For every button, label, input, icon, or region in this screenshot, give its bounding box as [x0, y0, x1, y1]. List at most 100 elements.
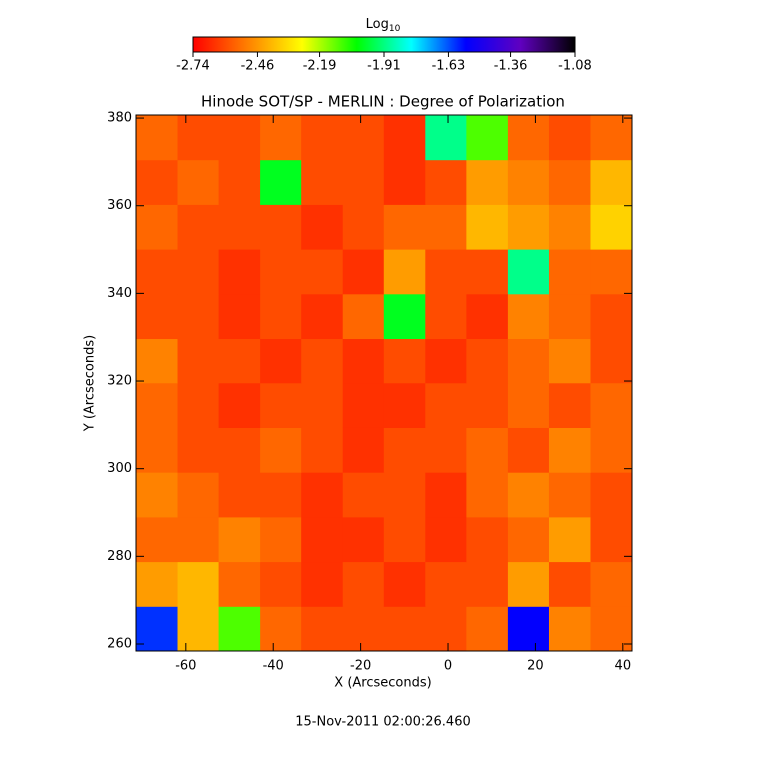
heatmap-cell: [260, 606, 302, 652]
heatmap-cell: [136, 382, 179, 428]
x-tick-label: -20: [350, 659, 371, 674]
heatmap-cell: [507, 293, 550, 340]
y-axis-label: Y (Arcseconds): [83, 335, 98, 432]
heatmap-cell: [177, 606, 220, 652]
colorbar: [193, 37, 575, 52]
heatmap-cell: [260, 472, 302, 518]
heatmap-cell: [342, 382, 385, 428]
colorbar-tick-label: -1.91: [367, 59, 401, 74]
heatmap-cell: [425, 159, 467, 205]
heatmap-cell: [425, 204, 467, 250]
heatmap-cell: [301, 159, 344, 205]
heatmap-cell: [425, 606, 467, 652]
heatmap-cell: [301, 338, 344, 384]
heatmap-cell: [466, 115, 509, 161]
heatmap-cell: [548, 472, 591, 518]
heatmap-cell: [548, 382, 591, 428]
heatmap-cell: [301, 249, 344, 295]
heatmap-cell: [218, 472, 261, 518]
y-tick-label: 300: [107, 461, 132, 476]
heatmap-cell: [260, 561, 302, 607]
heatmap-cell: [260, 204, 302, 250]
heatmap-cell: [507, 561, 550, 607]
heatmap-cell: [177, 561, 220, 607]
heatmap-cell: [548, 338, 591, 384]
heatmap-cell: [383, 427, 426, 473]
heatmap-cell: [383, 516, 426, 563]
chart-title: Hinode SOT/SP - MERLIN : Degree of Polar…: [201, 93, 565, 111]
heatmap-cell: [548, 249, 591, 295]
y-tick-label: 260: [107, 636, 132, 651]
heatmap-cell: [507, 338, 550, 384]
heatmap-cell: [260, 249, 302, 295]
colorbar-tick-label: -2.19: [303, 59, 337, 74]
heatmap-cell: [301, 204, 344, 250]
heatmap-cell: [383, 606, 426, 652]
heatmap-cell: [466, 382, 509, 428]
x-axis-label: X (Arcseconds): [334, 676, 431, 691]
heatmap-cell: [466, 427, 509, 473]
heatmap-cell: [548, 115, 591, 161]
heatmap-cell: [466, 516, 509, 563]
heatmap-cell: [383, 293, 426, 340]
heatmap-cell: [548, 561, 591, 607]
heatmap-cell: [260, 159, 302, 205]
colorbar-title-subscript: 10: [389, 24, 401, 34]
plot-frame: [135, 114, 633, 652]
heatmap-cell: [136, 472, 179, 518]
heatmap-cell: [507, 249, 550, 295]
x-tick-label: -40: [263, 659, 284, 674]
colorbar-tick-label: -1.36: [494, 59, 528, 74]
heatmap-cell: [383, 382, 426, 428]
y-tick-label: 340: [107, 286, 132, 301]
heatmap-cell: [218, 427, 261, 473]
heatmap-cell: [590, 293, 633, 340]
heatmap-cell: [590, 338, 633, 384]
x-tick-label: 0: [444, 659, 452, 674]
heatmap-cell: [466, 293, 509, 340]
heatmap-cell: [383, 561, 426, 607]
heatmap-cell: [383, 115, 426, 161]
heatmap-cell: [383, 159, 426, 205]
colorbar-title: Log10: [366, 17, 401, 34]
heatmap-cell: [301, 561, 344, 607]
colorbar-title-base: Log: [366, 17, 389, 32]
colorbar-tick-label: -1.08: [558, 59, 592, 74]
y-tick-label: 280: [107, 549, 132, 564]
heatmap-cell: [218, 606, 261, 652]
colorbar-tick-label: -2.46: [241, 59, 275, 74]
heatmap-cell: [301, 606, 344, 652]
heatmap-cell: [342, 115, 385, 161]
heatmap-cell: [136, 606, 179, 652]
heatmap-cell: [548, 293, 591, 340]
heatmap-cell: [301, 293, 344, 340]
heatmap-cell: [507, 516, 550, 563]
heatmap-cell: [301, 427, 344, 473]
heatmap-cell: [136, 249, 179, 295]
heatmap-cell: [590, 561, 633, 607]
heatmap-cell: [507, 159, 550, 205]
heatmap-cell: [218, 204, 261, 250]
heatmap-cell: [590, 159, 633, 205]
heatmap-cell: [218, 115, 261, 161]
heatmap-cell: [590, 427, 633, 473]
heatmap-cell: [466, 204, 509, 250]
heatmap-cell: [177, 204, 220, 250]
heatmap-cell: [425, 293, 467, 340]
heatmap-cell: [548, 516, 591, 563]
heatmap-cell: [177, 516, 220, 563]
x-tick-label: 20: [527, 659, 544, 674]
heatmap-cell: [383, 472, 426, 518]
heatmap-cell: [425, 338, 467, 384]
heatmap-cell: [218, 249, 261, 295]
heatmap-cell: [218, 382, 261, 428]
heatmap-cell: [548, 159, 591, 205]
heatmap-cell: [466, 472, 509, 518]
heatmap-cell: [260, 382, 302, 428]
heatmap-cell: [177, 382, 220, 428]
heatmap-cell: [260, 293, 302, 340]
heatmap-cell: [383, 204, 426, 250]
y-tick-label: 320: [107, 374, 132, 389]
heatmap-cell: [342, 159, 385, 205]
